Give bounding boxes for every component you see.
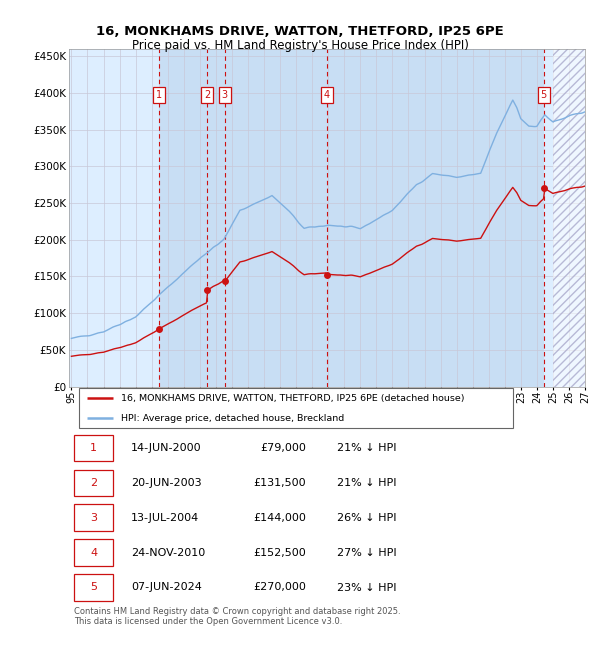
Text: 3: 3 [221, 90, 227, 100]
FancyBboxPatch shape [74, 540, 113, 566]
FancyBboxPatch shape [74, 575, 113, 601]
Text: 24-NOV-2010: 24-NOV-2010 [131, 547, 205, 558]
FancyBboxPatch shape [74, 435, 113, 461]
Text: Contains HM Land Registry data © Crown copyright and database right 2025.
This d: Contains HM Land Registry data © Crown c… [74, 606, 401, 626]
Text: £270,000: £270,000 [253, 582, 307, 593]
Text: £144,000: £144,000 [253, 513, 307, 523]
Text: £131,500: £131,500 [254, 478, 307, 488]
Text: 14-JUN-2000: 14-JUN-2000 [131, 443, 202, 452]
Text: 2: 2 [90, 478, 97, 488]
Text: 13-JUL-2004: 13-JUL-2004 [131, 513, 199, 523]
Text: 4: 4 [90, 547, 97, 558]
Text: 2: 2 [204, 90, 211, 100]
FancyBboxPatch shape [74, 504, 113, 530]
Text: 20-JUN-2003: 20-JUN-2003 [131, 478, 202, 488]
Text: 07-JUN-2024: 07-JUN-2024 [131, 582, 202, 593]
Text: 21% ↓ HPI: 21% ↓ HPI [337, 443, 397, 452]
FancyBboxPatch shape [74, 469, 113, 496]
Text: 27% ↓ HPI: 27% ↓ HPI [337, 547, 397, 558]
Text: 1: 1 [156, 90, 162, 100]
Text: 26% ↓ HPI: 26% ↓ HPI [337, 513, 397, 523]
Text: £152,500: £152,500 [254, 547, 307, 558]
Text: Price paid vs. HM Land Registry's House Price Index (HPI): Price paid vs. HM Land Registry's House … [131, 39, 469, 52]
Text: 4: 4 [323, 90, 329, 100]
Bar [326, 49, 544, 387]
Text: 16, MONKHAMS DRIVE, WATTON, THETFORD, IP25 6PE (detached house): 16, MONKHAMS DRIVE, WATTON, THETFORD, IP… [121, 394, 464, 403]
Text: 23% ↓ HPI: 23% ↓ HPI [337, 582, 397, 593]
Bar [159, 49, 207, 387]
FancyBboxPatch shape [79, 388, 513, 428]
Bar [224, 49, 326, 387]
Text: 1: 1 [90, 443, 97, 452]
Text: 5: 5 [90, 582, 97, 593]
Text: 21% ↓ HPI: 21% ↓ HPI [337, 478, 397, 488]
Text: 3: 3 [90, 513, 97, 523]
Bar [207, 49, 224, 387]
Text: 5: 5 [541, 90, 547, 100]
Text: HPI: Average price, detached house, Breckland: HPI: Average price, detached house, Brec… [121, 414, 344, 423]
Text: 16, MONKHAMS DRIVE, WATTON, THETFORD, IP25 6PE: 16, MONKHAMS DRIVE, WATTON, THETFORD, IP… [96, 25, 504, 38]
Text: £79,000: £79,000 [260, 443, 307, 452]
